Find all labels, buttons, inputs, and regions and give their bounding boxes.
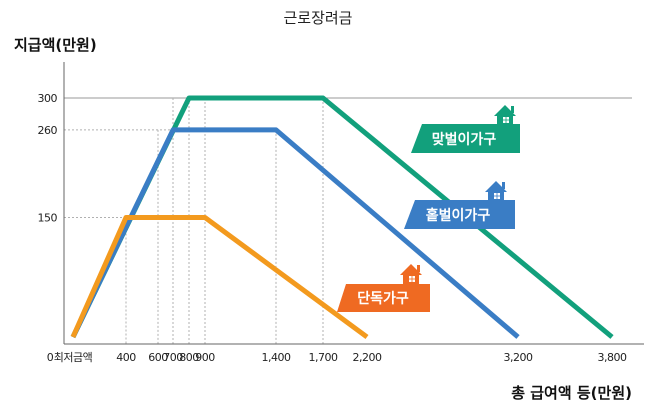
legend-label-single-earner: 홑벌이가구 bbox=[426, 207, 491, 224]
x-tick-0: 0 bbox=[47, 351, 54, 364]
house-icon bbox=[400, 264, 422, 286]
x-tick-600: 600 bbox=[148, 351, 168, 364]
x-tick-2200: 2,200 bbox=[353, 351, 382, 364]
x-tick-3200: 3,200 bbox=[504, 351, 533, 364]
series-line-1 bbox=[70, 127, 520, 339]
x-tick-400: 400 bbox=[116, 351, 136, 364]
y-axis-label: 지급액(만원) bbox=[14, 36, 97, 54]
legend-two-earner: 맞벌이가구 bbox=[411, 105, 520, 153]
house-icon bbox=[494, 105, 516, 127]
x-tick-800: 800 bbox=[179, 351, 199, 364]
x-tick-3800: 3,800 bbox=[598, 351, 627, 364]
legend-single-person: 단독가구 bbox=[337, 264, 430, 312]
x-tick-1400: 1,400 bbox=[262, 351, 291, 364]
legend-box-single-person bbox=[337, 284, 430, 312]
x-tick-900: 900 bbox=[195, 351, 215, 364]
series-line-2 bbox=[70, 215, 369, 340]
chart-title: 근로장려금 bbox=[283, 9, 352, 27]
legend-label-single-person: 단독가구 bbox=[357, 290, 409, 307]
legend-box-single-earner bbox=[404, 200, 515, 229]
y-tick-labels: 150 260 300 bbox=[38, 92, 58, 225]
y-tick-260: 260 bbox=[38, 124, 58, 137]
y-tick-150: 150 bbox=[38, 212, 58, 225]
x-tick-150: 최저금액 bbox=[54, 351, 92, 364]
legend-box-two-earner bbox=[411, 124, 520, 153]
legend-single-earner: 홑벌이가구 bbox=[404, 181, 515, 229]
x-tick-1700: 1,700 bbox=[309, 351, 338, 364]
x-axis-label: 총 급여액 등(만원) bbox=[511, 384, 632, 402]
y-tick-300: 300 bbox=[38, 92, 58, 105]
x-tick-700: 700 bbox=[163, 351, 183, 364]
house-icon bbox=[485, 181, 507, 203]
legend-label-two-earner: 맞벌이가구 bbox=[432, 131, 497, 148]
